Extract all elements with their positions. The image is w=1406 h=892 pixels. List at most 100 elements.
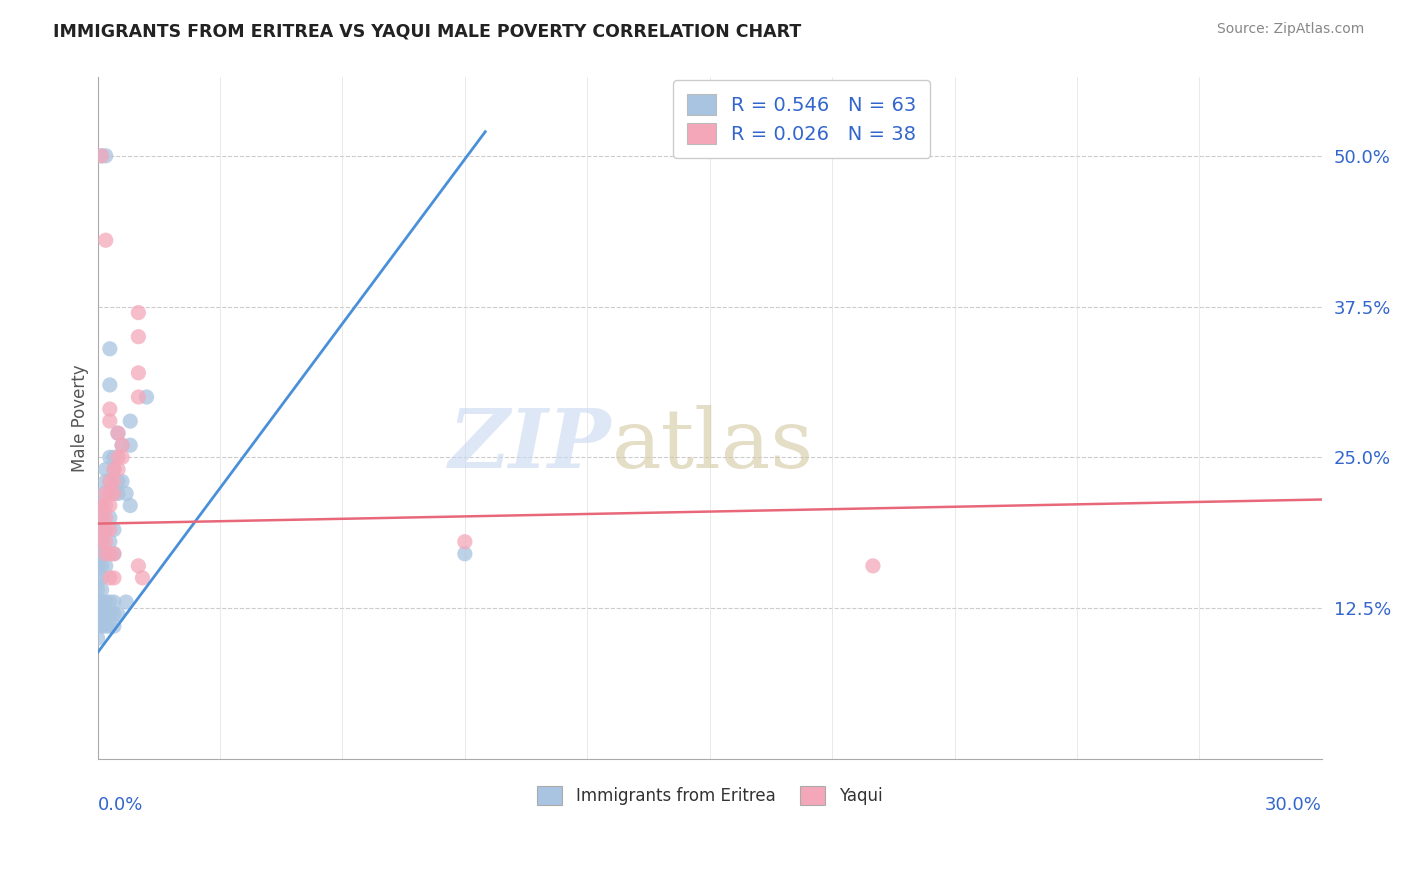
Point — [90, 534, 112, 549]
Point — [98, 534, 121, 549]
Point — [103, 475, 125, 489]
Point — [86, 534, 108, 549]
Point — [111, 450, 134, 465]
Point — [103, 450, 125, 465]
Point — [111, 438, 134, 452]
Point — [103, 523, 125, 537]
Point — [98, 571, 121, 585]
Point — [90, 510, 112, 524]
Point — [98, 499, 121, 513]
Point — [94, 523, 117, 537]
Point — [94, 233, 117, 247]
Point — [103, 595, 125, 609]
Text: Source: ZipAtlas.com: Source: ZipAtlas.com — [1216, 22, 1364, 37]
Point — [98, 547, 121, 561]
Point — [111, 475, 134, 489]
Point — [94, 499, 117, 513]
Point — [98, 475, 121, 489]
Legend: Immigrants from Eritrea, Yaqui: Immigrants from Eritrea, Yaqui — [530, 780, 889, 812]
Point — [98, 450, 121, 465]
Y-axis label: Male Poverty: Male Poverty — [72, 364, 89, 472]
Point — [94, 475, 117, 489]
Point — [90, 486, 112, 500]
Point — [86, 547, 108, 561]
Point — [90, 571, 112, 585]
Point — [86, 582, 108, 597]
Point — [454, 534, 477, 549]
Point — [86, 523, 108, 537]
Point — [90, 510, 112, 524]
Point — [103, 571, 125, 585]
Point — [94, 510, 117, 524]
Point — [90, 607, 112, 621]
Point — [90, 582, 112, 597]
Point — [107, 426, 129, 441]
Point — [90, 499, 112, 513]
Point — [115, 595, 138, 609]
Point — [107, 426, 129, 441]
Point — [107, 475, 129, 489]
Point — [94, 149, 117, 163]
Point — [90, 534, 112, 549]
Point — [103, 486, 125, 500]
Point — [107, 462, 129, 476]
Point — [107, 607, 129, 621]
Text: 0.0%: 0.0% — [97, 797, 143, 814]
Point — [127, 366, 149, 380]
Point — [94, 595, 117, 609]
Point — [86, 595, 108, 609]
Point — [98, 595, 121, 609]
Point — [94, 607, 117, 621]
Point — [94, 486, 117, 500]
Text: 30.0%: 30.0% — [1265, 797, 1322, 814]
Point — [135, 390, 157, 404]
Point — [98, 402, 121, 417]
Point — [127, 390, 149, 404]
Point — [131, 571, 153, 585]
Point — [90, 499, 112, 513]
Point — [103, 547, 125, 561]
Point — [94, 619, 117, 633]
Point — [98, 607, 121, 621]
Point — [103, 607, 125, 621]
Point — [94, 558, 117, 573]
Point — [98, 486, 121, 500]
Point — [103, 619, 125, 633]
Point — [90, 149, 112, 163]
Text: IMMIGRANTS FROM ERITREA VS YAQUI MALE POVERTY CORRELATION CHART: IMMIGRANTS FROM ERITREA VS YAQUI MALE PO… — [53, 22, 801, 40]
Point — [862, 558, 884, 573]
Point — [115, 486, 138, 500]
Point — [98, 414, 121, 428]
Point — [98, 378, 121, 392]
Point — [98, 510, 121, 524]
Point — [94, 534, 117, 549]
Point — [86, 510, 108, 524]
Point — [103, 462, 125, 476]
Point — [107, 450, 129, 465]
Point — [86, 631, 108, 645]
Point — [120, 414, 142, 428]
Text: atlas: atlas — [612, 405, 814, 485]
Point — [111, 438, 134, 452]
Point — [120, 499, 142, 513]
Point — [454, 547, 477, 561]
Point — [90, 547, 112, 561]
Point — [94, 547, 117, 561]
Point — [94, 462, 117, 476]
Point — [103, 462, 125, 476]
Point — [86, 558, 108, 573]
Point — [103, 486, 125, 500]
Point — [98, 523, 121, 537]
Text: ZIP: ZIP — [449, 405, 612, 485]
Point — [127, 329, 149, 343]
Point — [98, 342, 121, 356]
Point — [127, 305, 149, 319]
Point — [86, 607, 108, 621]
Point — [107, 486, 129, 500]
Point — [98, 619, 121, 633]
Point — [120, 438, 142, 452]
Point — [90, 558, 112, 573]
Point — [103, 547, 125, 561]
Point — [90, 619, 112, 633]
Point — [90, 523, 112, 537]
